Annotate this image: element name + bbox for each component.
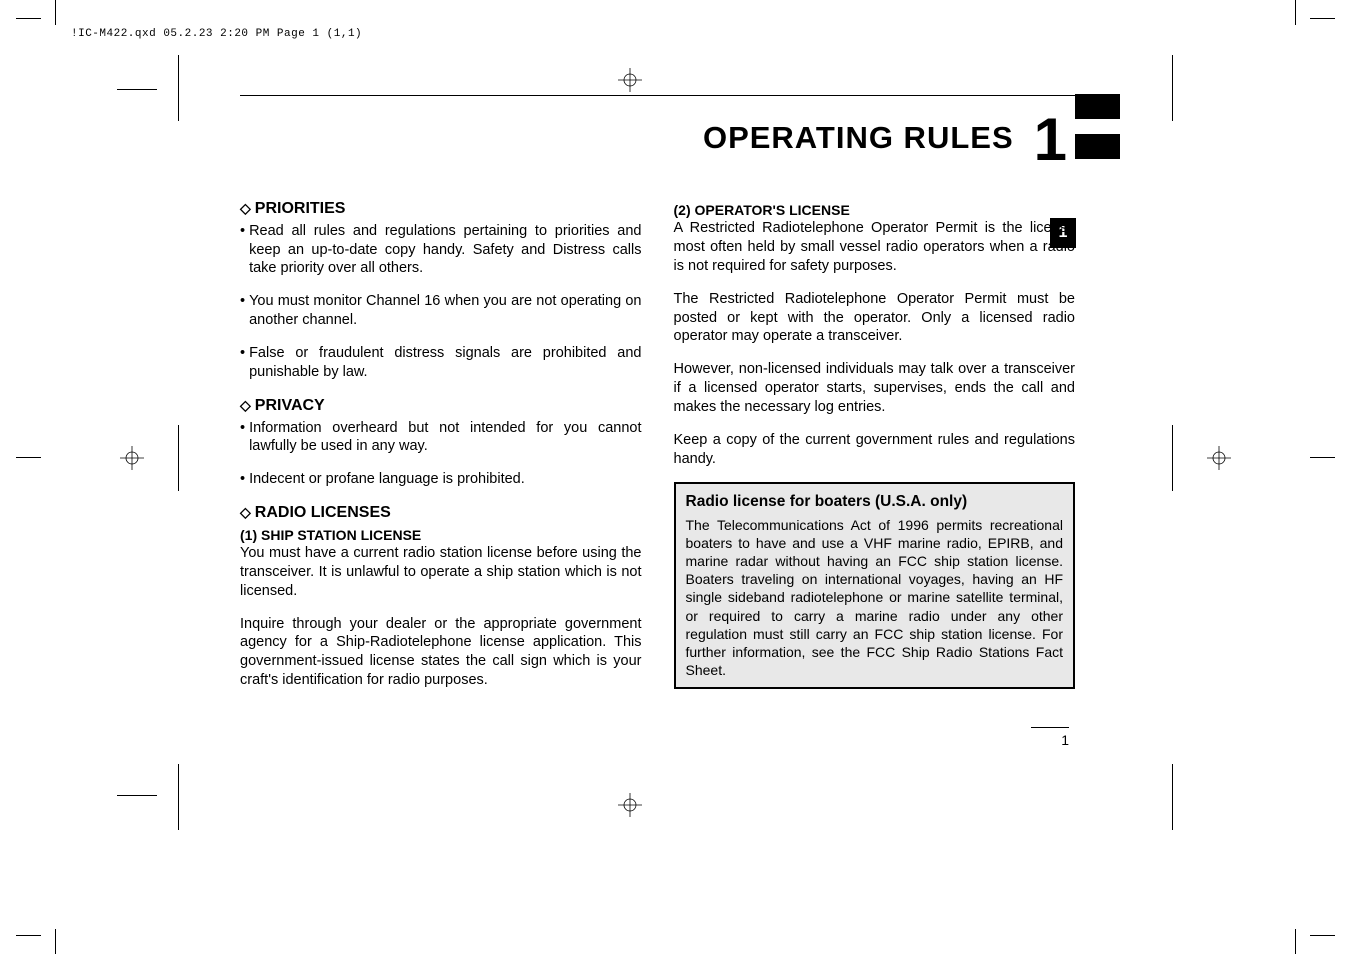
right-column: (2) OPERATOR'S LICENSE A Restricted Radi…	[674, 199, 1076, 704]
title-row: OPERATING RULES 1	[240, 95, 1075, 164]
register-mark-icon	[120, 446, 144, 470]
diamond-icon: ◇	[240, 504, 251, 520]
trim-line	[178, 425, 179, 491]
columns: ◇PRIORITIES •Read all rules and regulati…	[240, 199, 1075, 704]
crop-mark	[16, 935, 41, 936]
bullet-item: •You must monitor Channel 16 when you ar…	[240, 292, 642, 330]
paragraph: You must have a current radio station li…	[240, 544, 642, 601]
paragraph: However, non-licensed individuals may ta…	[674, 360, 1076, 417]
paragraph: A Restricted Radiotelephone Operator Per…	[674, 219, 1076, 276]
bullet-text: Read all rules and regulations pertainin…	[249, 222, 641, 279]
paragraph: Keep a copy of the current government ru…	[674, 431, 1076, 469]
bullet-icon: •	[240, 419, 245, 457]
register-mark-icon	[618, 793, 642, 817]
bullet-item: •Information overheard but not intended …	[240, 419, 642, 457]
page-content: OPERATING RULES 1 ◇PRIORITIES •Read all …	[240, 95, 1075, 704]
bullet-item: •False or fraudulent distress signals ar…	[240, 344, 642, 382]
trim-line	[1172, 425, 1173, 491]
bullet-icon: •	[240, 344, 245, 382]
sub-heading: (2) OPERATOR'S LICENSE	[674, 201, 1076, 219]
paragraph: Inquire through your dealer or the appro…	[240, 615, 642, 690]
trim-line	[117, 89, 157, 90]
register-mark-icon	[1207, 446, 1231, 470]
priorities-section: ◇PRIORITIES •Read all rules and regulati…	[240, 199, 642, 382]
crop-mark	[16, 457, 41, 458]
heading-text: PRIORITIES	[255, 200, 346, 217]
info-box-title: Radio license for boaters (U.S.A. only)	[686, 492, 1064, 512]
bullet-item: •Indecent or profane language is prohibi…	[240, 470, 642, 489]
sub-heading: (1) SHIP STATION LICENSE	[240, 526, 642, 544]
info-box: Radio license for boaters (U.S.A. only) …	[674, 482, 1076, 689]
section-heading: ◇PRIVACY	[240, 396, 642, 417]
section-heading: ◇PRIORITIES	[240, 199, 642, 220]
page-title: OPERATING RULES	[703, 120, 1014, 156]
crop-mark	[1295, 0, 1296, 25]
print-header-line: !IC-M422.qxd 05.2.23 2:20 PM Page 1 (1,1…	[71, 28, 362, 40]
heading-text: RADIO LICENSES	[255, 504, 391, 521]
trim-line	[1172, 55, 1173, 121]
info-box-text: The Telecommunications Act of 1996 permi…	[686, 516, 1064, 680]
crop-mark	[55, 929, 56, 954]
decor-bar	[1075, 134, 1120, 159]
chapter-number: 1	[1034, 116, 1067, 164]
bullet-icon: •	[240, 470, 245, 489]
crop-mark	[1310, 18, 1335, 19]
section-heading: ◇RADIO LICENSES	[240, 503, 642, 524]
crop-mark	[1310, 935, 1335, 936]
trim-line	[178, 764, 179, 830]
bullet-item: •Read all rules and regulations pertaini…	[240, 222, 642, 279]
heading-text: PRIVACY	[255, 397, 325, 414]
diamond-icon: ◇	[240, 397, 251, 413]
privacy-section: ◇PRIVACY •Information overheard but not …	[240, 396, 642, 489]
page-number: 1	[1031, 727, 1069, 748]
bullet-text: False or fraudulent distress signals are…	[249, 344, 641, 382]
radio-licenses-section: ◇RADIO LICENSES (1) SHIP STATION LICENSE…	[240, 503, 642, 690]
bullet-text: You must monitor Channel 16 when you are…	[249, 292, 641, 330]
bullet-icon: •	[240, 292, 245, 330]
trim-line	[178, 55, 179, 121]
diamond-icon: ◇	[240, 200, 251, 216]
left-column: ◇PRIORITIES •Read all rules and regulati…	[240, 199, 642, 704]
register-mark-icon	[618, 68, 642, 92]
bullet-text: Information overheard but not intended f…	[249, 419, 641, 457]
trim-line	[117, 795, 157, 796]
crop-mark	[16, 18, 41, 19]
bullet-icon: •	[240, 222, 245, 279]
trim-line	[1172, 764, 1173, 830]
crop-mark	[1310, 457, 1335, 458]
decor-bar	[1075, 94, 1120, 119]
crop-mark	[1295, 929, 1296, 954]
bullet-text: Indecent or profane language is prohibit…	[249, 470, 641, 489]
crop-mark	[55, 0, 56, 25]
paragraph: The Restricted Radiotelephone Operator P…	[674, 290, 1076, 347]
